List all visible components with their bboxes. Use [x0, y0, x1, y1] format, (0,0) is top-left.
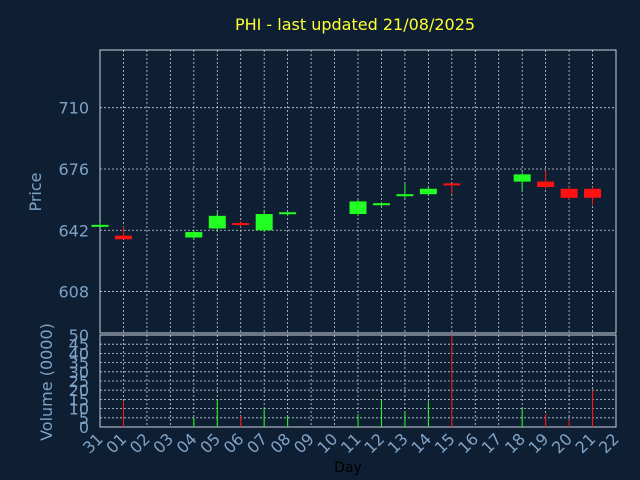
volume-tick-label: 25 — [69, 372, 89, 391]
x-tick-label: 22 — [595, 429, 623, 457]
candle-body — [443, 183, 461, 186]
candle-body — [349, 201, 367, 215]
volume-tick-label: 35 — [69, 354, 89, 373]
volume-tick-label: 10 — [69, 400, 89, 419]
candle-body — [419, 188, 437, 195]
price-panel: 608 642 676 710 — [58, 49, 617, 334]
price-tick-label: 642 — [58, 221, 89, 240]
candle-body — [208, 215, 226, 229]
candle-body — [513, 174, 531, 182]
candle-body — [537, 181, 555, 187]
candle-body — [372, 203, 390, 206]
candle-body — [91, 224, 109, 227]
volume-tick-label: 50 — [69, 326, 89, 345]
candle-body — [255, 214, 273, 231]
candle-body — [114, 235, 132, 240]
volume-tick-label: 40 — [69, 344, 89, 363]
volume-tick-label: 45 — [69, 335, 89, 354]
candle-body — [279, 212, 297, 215]
x-tick-labels: 3101020304050607080910111213141516171819… — [79, 429, 623, 457]
candle-body — [560, 188, 578, 198]
candle-body — [185, 232, 203, 238]
price-tick-label: 676 — [58, 160, 89, 179]
price-axis-label: Price — [26, 172, 45, 211]
volume-axis-label: Volume (0000) — [37, 323, 56, 441]
price-tick-label: 710 — [58, 99, 89, 118]
x-axis-label: Day — [334, 460, 362, 476]
volume-tick-label: 0 — [79, 418, 89, 437]
volume-tick-label: 30 — [69, 363, 89, 382]
candle-body — [396, 194, 414, 197]
volume-tick-label: 15 — [69, 390, 89, 409]
volume-tick-label: 5 — [79, 409, 89, 428]
chart-title: PHI - last updated 21/08/2025 — [235, 15, 475, 34]
candle-body — [584, 188, 602, 198]
price-tick-label: 608 — [58, 283, 89, 302]
volume-tick-label: 20 — [69, 381, 89, 400]
candle-body — [232, 223, 250, 226]
